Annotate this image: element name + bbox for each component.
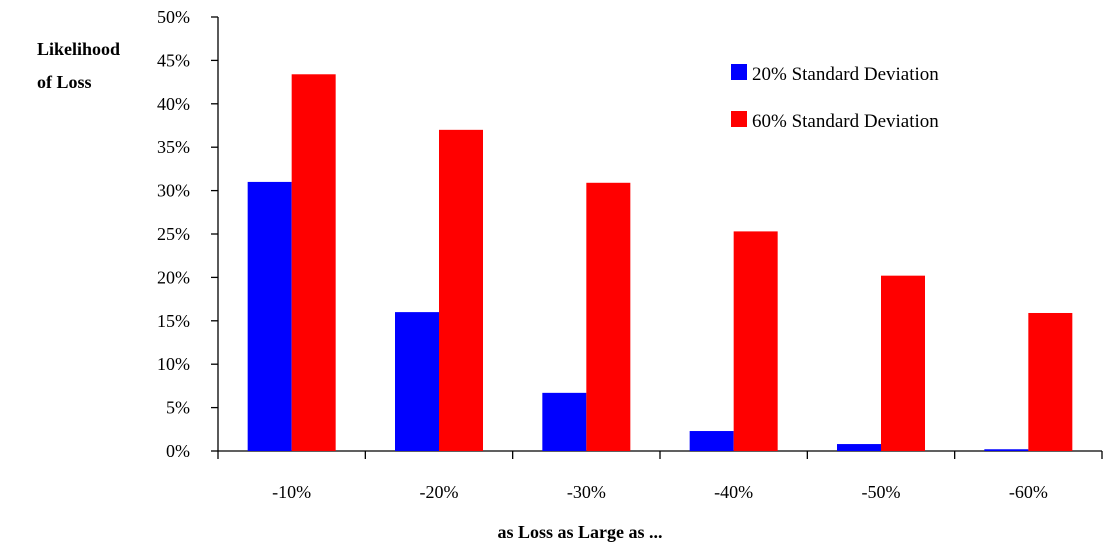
x-axis: -10% -20% -30% -40% -50% -60% bbox=[217, 450, 1103, 502]
legend-swatch-20pct bbox=[731, 64, 747, 80]
x-tick-label: -20% bbox=[420, 482, 459, 502]
x-tick-label: -50% bbox=[862, 482, 901, 502]
y-tick-label: 50% bbox=[157, 7, 190, 27]
y-axis: 0% 5% 10% 15% 20% 25% 30% 35% 40% 45% 50% bbox=[157, 7, 219, 461]
y-tick-label: 45% bbox=[157, 50, 190, 70]
legend: 20% Standard Deviation 60% Standard Devi… bbox=[731, 64, 939, 132]
x-tick-label: -30% bbox=[567, 482, 606, 502]
legend-swatch-60pct bbox=[731, 111, 747, 127]
bar-sd20 bbox=[689, 431, 734, 451]
bar-sd60 bbox=[586, 182, 631, 451]
y-tick-label: 20% bbox=[157, 267, 190, 287]
y-tick-label: 5% bbox=[166, 398, 190, 418]
y-axis-title-line-1: Likelihood bbox=[37, 39, 120, 59]
bar-sd20 bbox=[837, 444, 881, 451]
x-axis-title: as Loss as Large as ... bbox=[497, 522, 662, 542]
bars bbox=[247, 74, 1073, 452]
y-tick-label: 15% bbox=[157, 311, 190, 331]
bar-sd60 bbox=[881, 275, 925, 451]
bar-sd60 bbox=[439, 129, 483, 451]
bar-sd60 bbox=[291, 74, 336, 452]
y-tick-label: 30% bbox=[157, 181, 190, 201]
y-tick-label: 35% bbox=[157, 137, 190, 157]
bar-sd20 bbox=[247, 181, 292, 452]
legend-label-20pct: 20% Standard Deviation bbox=[752, 64, 939, 85]
y-axis-title-line-2: of Loss bbox=[37, 72, 92, 92]
legend-label-60pct: 60% Standard Deviation bbox=[752, 111, 939, 132]
bar-sd60 bbox=[1028, 312, 1073, 451]
bar-sd60 bbox=[733, 231, 778, 451]
y-tick-label: 0% bbox=[166, 441, 190, 461]
x-tick-label: -40% bbox=[714, 482, 753, 502]
bar-sd20 bbox=[984, 449, 1029, 451]
x-tick-label: -60% bbox=[1009, 482, 1048, 502]
bar-sd20 bbox=[395, 312, 439, 451]
bar-sd20 bbox=[542, 392, 587, 451]
x-tick-label: -10% bbox=[272, 482, 311, 502]
y-tick-label: 10% bbox=[157, 354, 190, 374]
y-tick-label: 25% bbox=[157, 224, 190, 244]
y-tick-label: 40% bbox=[157, 94, 190, 114]
